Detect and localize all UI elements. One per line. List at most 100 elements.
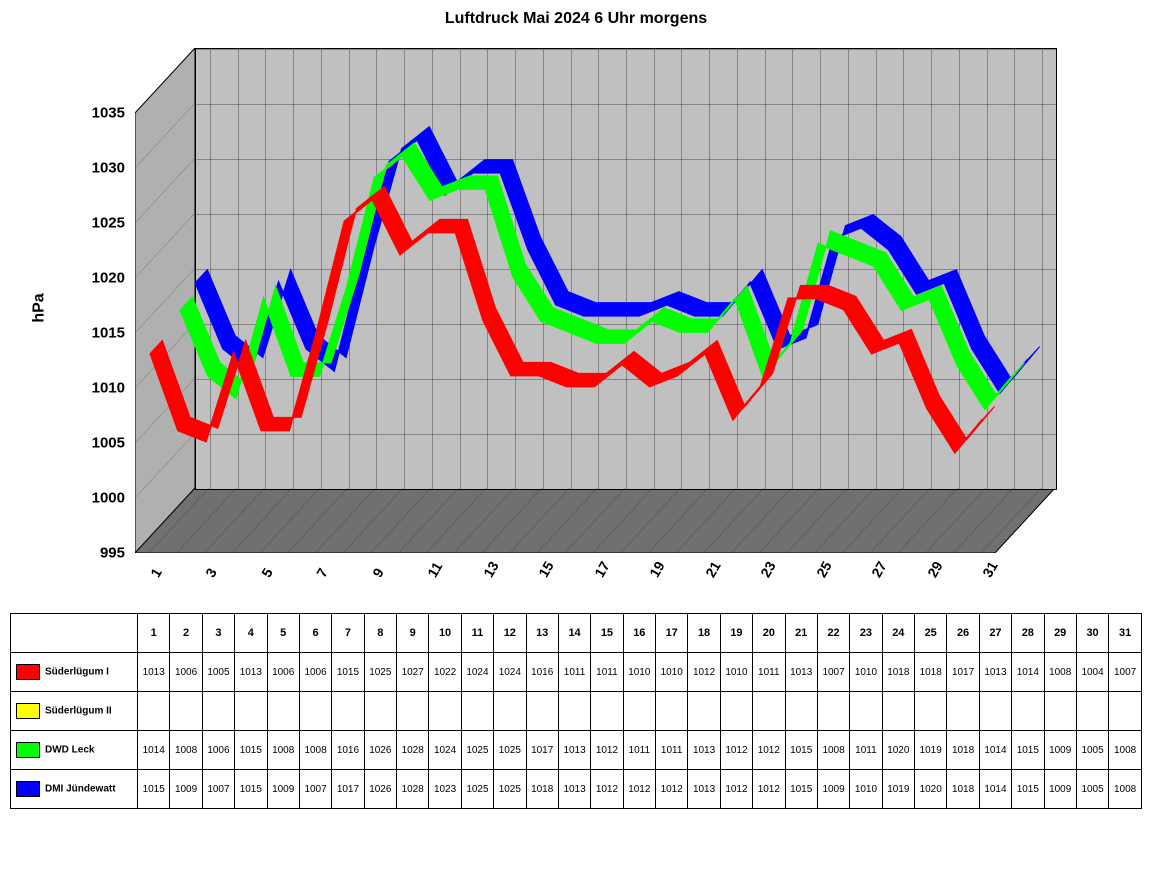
table-cell: 1008	[1044, 653, 1076, 692]
table-cell: 1011	[656, 731, 688, 770]
table-cell: 1025	[494, 770, 526, 809]
table-cell	[299, 692, 331, 731]
table-cell: 1009	[1044, 731, 1076, 770]
table-cell	[720, 692, 752, 731]
table-col-header: 6	[299, 614, 331, 653]
table-cell: 1016	[332, 731, 364, 770]
table-col-header: 18	[688, 614, 720, 653]
table-cell: 1018	[947, 731, 979, 770]
table-cell: 1013	[688, 770, 720, 809]
table-cell: 1009	[267, 770, 299, 809]
table-cell: 1024	[494, 653, 526, 692]
table-cell: 1010	[656, 653, 688, 692]
series-legend-cell: DMI Jündewatt	[11, 770, 138, 809]
table-col-header: 1	[138, 614, 170, 653]
table-col-header: 28	[1012, 614, 1044, 653]
table-cell: 1013	[979, 653, 1011, 692]
table-cell: 1010	[720, 653, 752, 692]
y-tick-label: 1025	[92, 215, 125, 232]
table-col-header: 26	[947, 614, 979, 653]
table-col-header: 2	[170, 614, 202, 653]
x-tick-label: 15	[535, 559, 557, 580]
table-cell	[202, 692, 234, 731]
table-cell	[558, 692, 590, 731]
table-cell: 1025	[364, 653, 396, 692]
table-cell: 1013	[785, 653, 817, 692]
table-col-header: 10	[429, 614, 461, 653]
table-cell	[688, 692, 720, 731]
table-cell: 1015	[235, 731, 267, 770]
table-cell: 1015	[1012, 770, 1044, 809]
table-cell: 1015	[1012, 731, 1044, 770]
table-cell: 1018	[882, 653, 914, 692]
table-cell: 1012	[720, 770, 752, 809]
table-cell: 1017	[332, 770, 364, 809]
legend-swatch	[16, 781, 40, 797]
series-legend-cell: Süderlügum II	[11, 692, 138, 731]
y-tick-label: 1010	[92, 380, 125, 397]
table-cell: 1009	[817, 770, 849, 809]
table-cell: 1012	[753, 731, 785, 770]
table-cell: 1014	[1012, 653, 1044, 692]
table-cell: 1019	[882, 770, 914, 809]
y-tick-label: 1015	[92, 325, 125, 342]
table-cell: 1022	[429, 653, 461, 692]
table-col-header: 5	[267, 614, 299, 653]
table-cell: 1008	[299, 731, 331, 770]
table-cell: 1004	[1076, 653, 1108, 692]
table-cell: 1028	[397, 731, 429, 770]
table-col-header: 13	[526, 614, 558, 653]
table-cell: 1020	[915, 770, 947, 809]
table-cell	[461, 692, 493, 731]
table-cell	[1012, 692, 1044, 731]
table-corner	[11, 614, 138, 653]
table-cell: 1012	[623, 770, 655, 809]
table-row: DWD Leck10141008100610151008100810161026…	[11, 731, 1142, 770]
table-cell: 1009	[170, 770, 202, 809]
table-cell: 1028	[397, 770, 429, 809]
table-cell: 1012	[720, 731, 752, 770]
x-tick-label: 17	[591, 559, 613, 580]
table-cell	[332, 692, 364, 731]
table-cell: 1015	[785, 770, 817, 809]
y-tick-label: 1030	[92, 160, 125, 177]
table-cell	[138, 692, 170, 731]
x-tick-label: 5	[258, 565, 276, 580]
table-col-header: 24	[882, 614, 914, 653]
table-col-header: 11	[461, 614, 493, 653]
table-cell: 1013	[688, 731, 720, 770]
table-cell: 1012	[753, 770, 785, 809]
y-tick-label: 1035	[92, 105, 125, 122]
table-cell: 1019	[915, 731, 947, 770]
table-cell: 1008	[267, 731, 299, 770]
table-cell: 1011	[558, 653, 590, 692]
table-col-header: 22	[817, 614, 849, 653]
table-cell: 1012	[591, 731, 623, 770]
table-cell: 1026	[364, 731, 396, 770]
table-cell	[947, 692, 979, 731]
table-cell	[526, 692, 558, 731]
y-tick-label: 1000	[92, 490, 125, 507]
table-cell: 1020	[882, 731, 914, 770]
table-cell	[494, 692, 526, 731]
table-cell: 1017	[526, 731, 558, 770]
table-col-header: 4	[235, 614, 267, 653]
table-row: Süderlügum II	[11, 692, 1142, 731]
y-tick-label: 995	[100, 545, 125, 562]
table-col-header: 20	[753, 614, 785, 653]
table-cell	[623, 692, 655, 731]
table-cell: 1025	[461, 770, 493, 809]
x-tick-label: 27	[868, 559, 890, 580]
table-cell	[656, 692, 688, 731]
table-cell: 1026	[364, 770, 396, 809]
x-tick-label: 25	[813, 559, 835, 580]
table-cell	[1076, 692, 1108, 731]
table-cell: 1010	[850, 653, 882, 692]
chart-title: Luftdruck Mai 2024 6 Uhr morgens	[10, 10, 1142, 28]
x-tick-label: 19	[646, 559, 668, 580]
table-cell	[1109, 692, 1142, 731]
table-col-header: 23	[850, 614, 882, 653]
legend-swatch	[16, 742, 40, 758]
table-col-header: 9	[397, 614, 429, 653]
table-cell: 1017	[947, 653, 979, 692]
